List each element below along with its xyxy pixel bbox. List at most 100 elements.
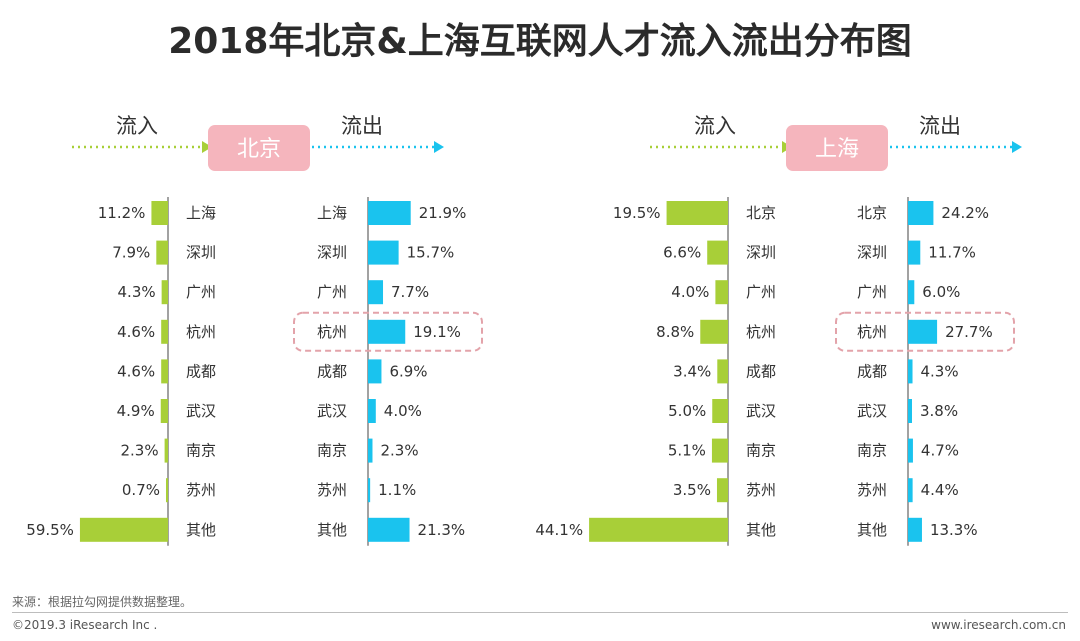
inflow-value-label: 5.1% (668, 442, 706, 460)
inflow-category-label: 深圳 (186, 244, 216, 262)
outflow-value-label: 4.3% (921, 362, 959, 380)
outflow-category-label: 广州 (857, 283, 887, 301)
inflow-value-label: 6.6% (663, 244, 701, 262)
outflow-bar (908, 240, 921, 265)
inflow-value-label: 3.4% (673, 362, 711, 380)
outflow-category-label: 武汉 (317, 402, 347, 420)
inflow-bar (700, 319, 728, 344)
inflow-category-label: 其他 (746, 521, 776, 539)
outflow-bar (368, 201, 411, 225)
outflow-heading: 流出 (341, 114, 383, 138)
inflow-category-label: 杭州 (186, 323, 216, 341)
outflow-value-label: 13.3% (930, 521, 978, 539)
inflow-value-label: 4.6% (117, 362, 155, 380)
inflow-category-label: 南京 (186, 442, 216, 460)
inflow-bar (79, 517, 168, 542)
outflow-value-label: 27.7% (945, 323, 993, 341)
inflow-category-label: 广州 (186, 283, 216, 301)
outflow-value-label: 3.8% (920, 402, 958, 420)
outflow-value-label: 7.7% (391, 283, 429, 301)
outflow-value-label: 24.2% (941, 204, 989, 222)
inflow-category-label: 其他 (186, 521, 216, 539)
inflow-bar (711, 438, 728, 463)
chart-title: 2018年北京&上海互联网人才流入流出分布图 (168, 21, 912, 62)
inflow-value-label: 11.2% (98, 204, 146, 222)
outflow-category-label: 杭州 (857, 323, 887, 341)
city-badge (208, 125, 310, 171)
city-badge-label: 上海 (815, 137, 859, 162)
inflow-category-label: 成都 (746, 362, 776, 380)
inflow-bar (160, 399, 168, 423)
outflow-category-label: 成都 (857, 362, 887, 380)
highlight-box (835, 311, 1015, 352)
inflow-value-label: 4.3% (118, 283, 156, 301)
outflow-value-label: 15.7% (407, 244, 455, 262)
outflow-category-label: 南京 (857, 442, 887, 460)
inflow-heading: 流入 (116, 114, 158, 138)
inflow-value-label: 59.5% (26, 521, 74, 539)
outflow-category-label: 苏州 (317, 481, 347, 499)
outflow-value-label: 6.0% (922, 283, 960, 301)
inflow-category-label: 武汉 (746, 402, 776, 420)
outflow-bar (368, 319, 406, 344)
outflow-value-label: 21.3% (418, 521, 466, 539)
outflow-heading: 流出 (919, 114, 961, 138)
inflow-category-label: 杭州 (746, 323, 776, 341)
outflow-category-label: 上海 (317, 204, 347, 222)
inflow-bar (161, 319, 168, 344)
outflow-bar (908, 319, 938, 344)
outflow-bar (368, 399, 376, 423)
outflow-category-label: 成都 (317, 362, 347, 380)
outflow-bar (908, 478, 913, 503)
inflow-category-label: 武汉 (186, 402, 216, 420)
inflow-value-label: 3.5% (673, 481, 711, 499)
inflow-value-label: 2.3% (120, 442, 158, 460)
inflow-heading: 流入 (694, 114, 736, 138)
outflow-value-label: 4.4% (921, 481, 959, 499)
outflow-bar (368, 438, 373, 463)
inflow-value-label: 4.0% (671, 283, 709, 301)
website-link[interactable]: www.iresearch.com.cn (931, 618, 1066, 632)
outflow-arrow-icon (1012, 141, 1022, 153)
copyright-text: ©2019.3 iResearch Inc . (12, 618, 158, 632)
inflow-value-label: 19.5% (613, 204, 661, 222)
inflow-category-label: 上海 (186, 204, 216, 222)
inflow-bar (164, 438, 168, 463)
inflow-category-label: 广州 (746, 283, 776, 301)
outflow-bar (908, 201, 934, 225)
inflow-bar (156, 240, 168, 265)
outflow-category-label: 北京 (857, 204, 887, 222)
inflow-value-label: 5.0% (668, 402, 706, 420)
outflow-bar (908, 359, 913, 384)
inflow-bar (161, 359, 168, 384)
outflow-category-label: 杭州 (317, 323, 347, 341)
inflow-bar (715, 280, 728, 305)
inflow-bar (666, 201, 728, 225)
outflow-bar (368, 517, 410, 542)
inflow-bar (716, 478, 728, 503)
source-note: 来源：根据拉勾网提供数据整理。 (12, 595, 193, 609)
inflow-category-label: 南京 (746, 442, 776, 460)
outflow-bar (908, 438, 913, 463)
inflow-category-label: 苏州 (746, 481, 776, 499)
inflow-bar (151, 201, 168, 225)
outflow-category-label: 苏州 (857, 481, 887, 499)
inflow-bar (166, 478, 168, 503)
outflow-bar (908, 517, 922, 542)
inflow-value-label: 44.1% (535, 521, 583, 539)
city-badge-label: 北京 (237, 137, 281, 162)
inflow-bar (712, 399, 728, 423)
inflow-category-label: 苏州 (186, 481, 216, 499)
city-badge (786, 125, 888, 171)
outflow-bar (368, 478, 371, 503)
inflow-value-label: 8.8% (656, 323, 694, 341)
outflow-category-label: 武汉 (857, 402, 887, 420)
outflow-value-label: 21.9% (419, 204, 467, 222)
inflow-arrow-icon (202, 141, 212, 153)
outflow-category-label: 南京 (317, 442, 347, 460)
outflow-category-label: 深圳 (857, 244, 887, 262)
outflow-arrow-icon (434, 141, 444, 153)
outflow-bar (368, 240, 399, 265)
inflow-category-label: 成都 (186, 362, 216, 380)
inflow-bar (707, 240, 728, 265)
